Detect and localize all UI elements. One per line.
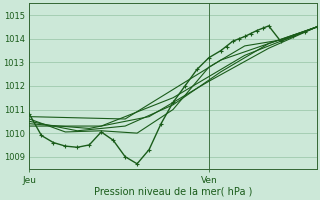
X-axis label: Pression niveau de la mer( hPa ): Pression niveau de la mer( hPa ) — [94, 187, 252, 197]
